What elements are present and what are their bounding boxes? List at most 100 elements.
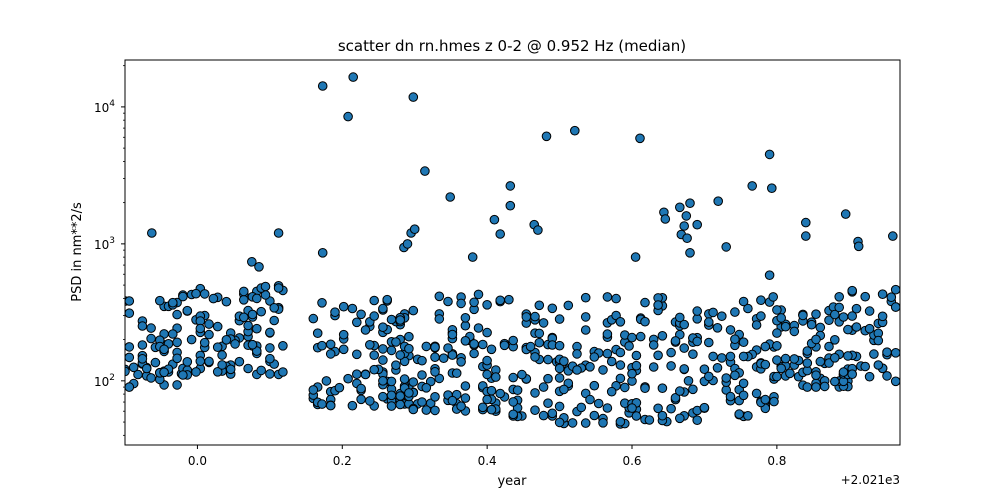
scatter-point (869, 349, 879, 359)
scatter-point (404, 343, 414, 354)
scatter-point (712, 323, 723, 333)
scatter-point (256, 365, 267, 376)
scatter-point (653, 350, 663, 361)
scatter-point (580, 418, 591, 428)
scatter-point (789, 354, 800, 364)
scatter-point (430, 405, 440, 416)
scatter-point (460, 320, 471, 331)
scatter-point (533, 225, 543, 235)
scatter-point (125, 308, 135, 318)
scatter-point (482, 369, 492, 380)
scatter-point (512, 385, 523, 396)
scatter-point (772, 371, 782, 382)
scatter-point (404, 331, 414, 342)
scatter-point (251, 323, 262, 334)
scatter-point (576, 402, 587, 413)
scatter-point (860, 291, 871, 302)
scatter-point (178, 291, 188, 302)
scatter-point (273, 228, 284, 238)
scatter-point (543, 398, 553, 409)
scatter-point (430, 342, 440, 353)
scatter-point (273, 283, 284, 293)
scatter-point (890, 302, 900, 312)
scatter-point (675, 202, 685, 213)
scatter-point (204, 319, 214, 329)
scatter-point (137, 354, 148, 364)
scatter-point (666, 347, 676, 358)
scatter-point (606, 356, 617, 367)
scatter-point (239, 295, 249, 305)
scatter-point (265, 327, 275, 338)
scatter-point (409, 224, 420, 234)
scatter-point (369, 364, 380, 375)
scatter-point (348, 72, 359, 82)
scatter-point (365, 396, 375, 406)
scatter-point (660, 214, 671, 224)
scatter-point (611, 293, 621, 304)
scatter-point (873, 335, 884, 346)
scatter-point (269, 315, 280, 326)
scatter-point (534, 337, 545, 348)
scatter-point (395, 350, 406, 360)
scatter-point (391, 360, 401, 371)
scatter-point (417, 355, 427, 366)
scatter-point (743, 411, 753, 421)
scatter-point (186, 334, 197, 345)
scatter-point (534, 300, 545, 311)
scatter-point (806, 319, 817, 330)
scatter-point (195, 356, 206, 367)
scatter-point (615, 416, 626, 427)
scatter-point (760, 341, 771, 352)
scatter-point (308, 385, 319, 395)
scatter-point (217, 350, 227, 360)
scatter-point (486, 385, 497, 396)
scatter-point (386, 376, 397, 387)
scatter-point (685, 248, 695, 258)
scatter-point (851, 322, 862, 332)
scatter-point (265, 353, 275, 364)
scatter-point (495, 229, 506, 239)
scatter-point (269, 303, 280, 313)
scatter-point (704, 317, 714, 327)
scatter-point (847, 369, 858, 380)
scatter-point (356, 383, 366, 394)
scatter-point (208, 293, 219, 304)
scatter-point (772, 305, 782, 315)
scatter-point (178, 370, 188, 380)
scatter-point (312, 328, 323, 339)
scatter-point (640, 383, 650, 394)
scatter-point (243, 320, 253, 331)
scatter-point (725, 325, 736, 335)
scatter-point (125, 382, 135, 392)
scatter-point (598, 365, 608, 375)
x-axis-label: year (497, 474, 527, 489)
scatter-point (685, 198, 695, 208)
scatter-point (688, 384, 698, 395)
scatter-point (772, 341, 782, 351)
scatter-point (489, 214, 500, 225)
scatter-point (278, 341, 288, 351)
scatter-point (168, 297, 178, 308)
scatter-point (456, 298, 466, 309)
scatter-point (460, 381, 471, 391)
scatter-point (360, 369, 371, 380)
scatter-point (391, 337, 401, 347)
scatter-point (683, 376, 694, 386)
scatter-point (811, 334, 821, 345)
y-axis: 102 103 104 (94, 65, 125, 436)
scatter-point (365, 340, 375, 350)
scatter-point (137, 321, 148, 331)
scatter-point (125, 366, 130, 377)
scatter-point (877, 289, 888, 300)
scatter-point (325, 339, 336, 350)
scatter-point (811, 370, 821, 381)
scatter-point (847, 285, 858, 296)
scatter-point (369, 295, 380, 306)
scatter-point (751, 388, 762, 399)
scatter-point (764, 270, 775, 281)
scatter-point (182, 357, 193, 367)
scatter-point (860, 361, 871, 372)
scatter-point (830, 376, 840, 387)
scatter-point (886, 292, 897, 303)
scatter-point (525, 341, 536, 352)
